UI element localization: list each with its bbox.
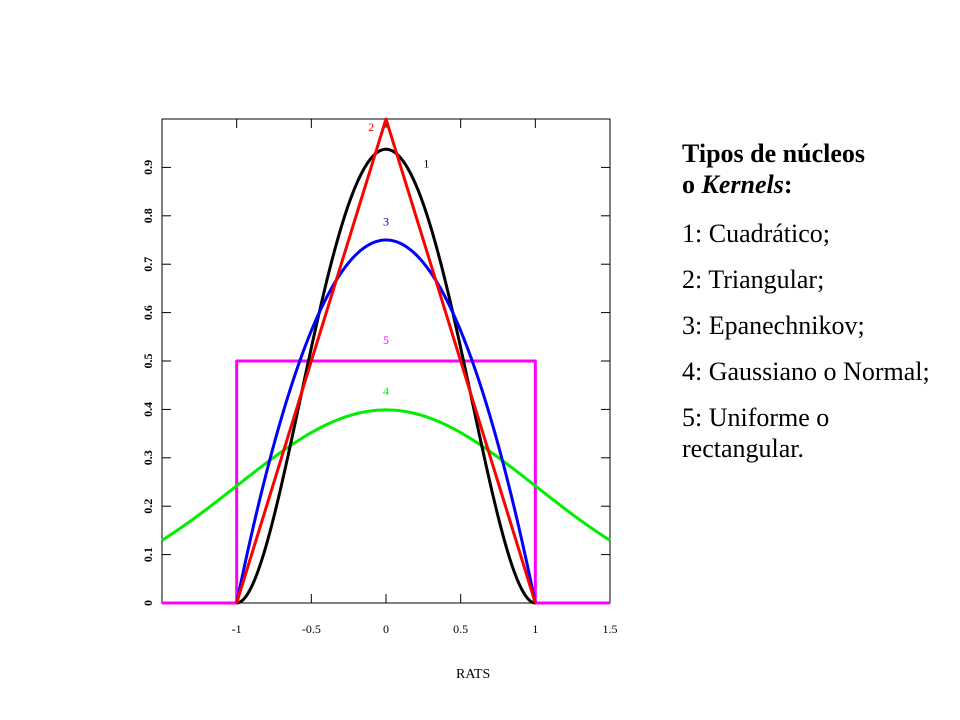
y-tick-label: 0.6 bbox=[141, 305, 155, 320]
legend-title-prefix: o bbox=[682, 170, 702, 199]
y-tick-label: 0.1 bbox=[141, 547, 155, 562]
y-tick-label: 0.4 bbox=[141, 402, 155, 417]
chart-labels: -1 -0.5 0 0.5 1 1.5 0 0.1 0.2 0.3 0.4 0.5 0.6 0.7 0.8 0… bbox=[141, 120, 618, 636]
kernel-legend: Tipos de núcleos o Kernels: 1: Cuadrátic… bbox=[682, 138, 952, 479]
curve-label-2: 2 bbox=[368, 120, 374, 134]
series-line-4 bbox=[161, 408, 611, 542]
legend-title-suffix: : bbox=[783, 170, 793, 199]
series-line-3 bbox=[235, 238, 537, 604]
x-tick-label: 1 bbox=[532, 622, 538, 636]
y-tick-label: 0.3 bbox=[141, 450, 155, 465]
y-tick-label: 0.5 bbox=[141, 354, 155, 369]
legend-item-epanechnikov: 3: Epanechnikov; bbox=[682, 311, 865, 340]
y-tick-label: 0.8 bbox=[141, 208, 155, 223]
legend-title-line1: Tipos de núcleos bbox=[682, 139, 866, 168]
chart-series bbox=[161, 117, 611, 605]
x-tick-label: -1 bbox=[232, 622, 242, 636]
legend-item-gaussian: 4: Gaussiano o Normal; bbox=[682, 357, 930, 386]
y-tick-label: 0.2 bbox=[141, 499, 155, 514]
legend-item-uniform: 5: Uniforme o rectangular. bbox=[682, 403, 830, 463]
x-tick-label: -0.5 bbox=[302, 622, 321, 636]
legend-title-italic: Kernels bbox=[701, 170, 784, 199]
curve-label-1: 1 bbox=[423, 156, 429, 170]
y-tick-label: 0 bbox=[141, 600, 155, 606]
x-tick-label: 0.5 bbox=[453, 622, 468, 636]
curve-label-5: 5 bbox=[383, 333, 389, 347]
legend-title: Tipos de núcleos o Kernels: bbox=[682, 138, 952, 200]
legend-item-triangular: 2: Triangular; bbox=[682, 265, 825, 294]
legend-item-quadratic: 1: Cuadrático; bbox=[682, 219, 831, 248]
x-tick-label: 0 bbox=[383, 622, 389, 636]
y-tick-label: 0.9 bbox=[141, 160, 155, 175]
x-tick-label: 1.5 bbox=[603, 622, 618, 636]
y-tick-label: 0.7 bbox=[141, 257, 155, 272]
curve-label-3: 3 bbox=[383, 214, 389, 228]
series-line-5 bbox=[162, 359, 610, 605]
series-line-1 bbox=[236, 147, 536, 605]
series-line-2 bbox=[235, 117, 537, 604]
footer-label: RATS bbox=[456, 667, 491, 682]
curve-label-4: 4 bbox=[383, 384, 389, 398]
